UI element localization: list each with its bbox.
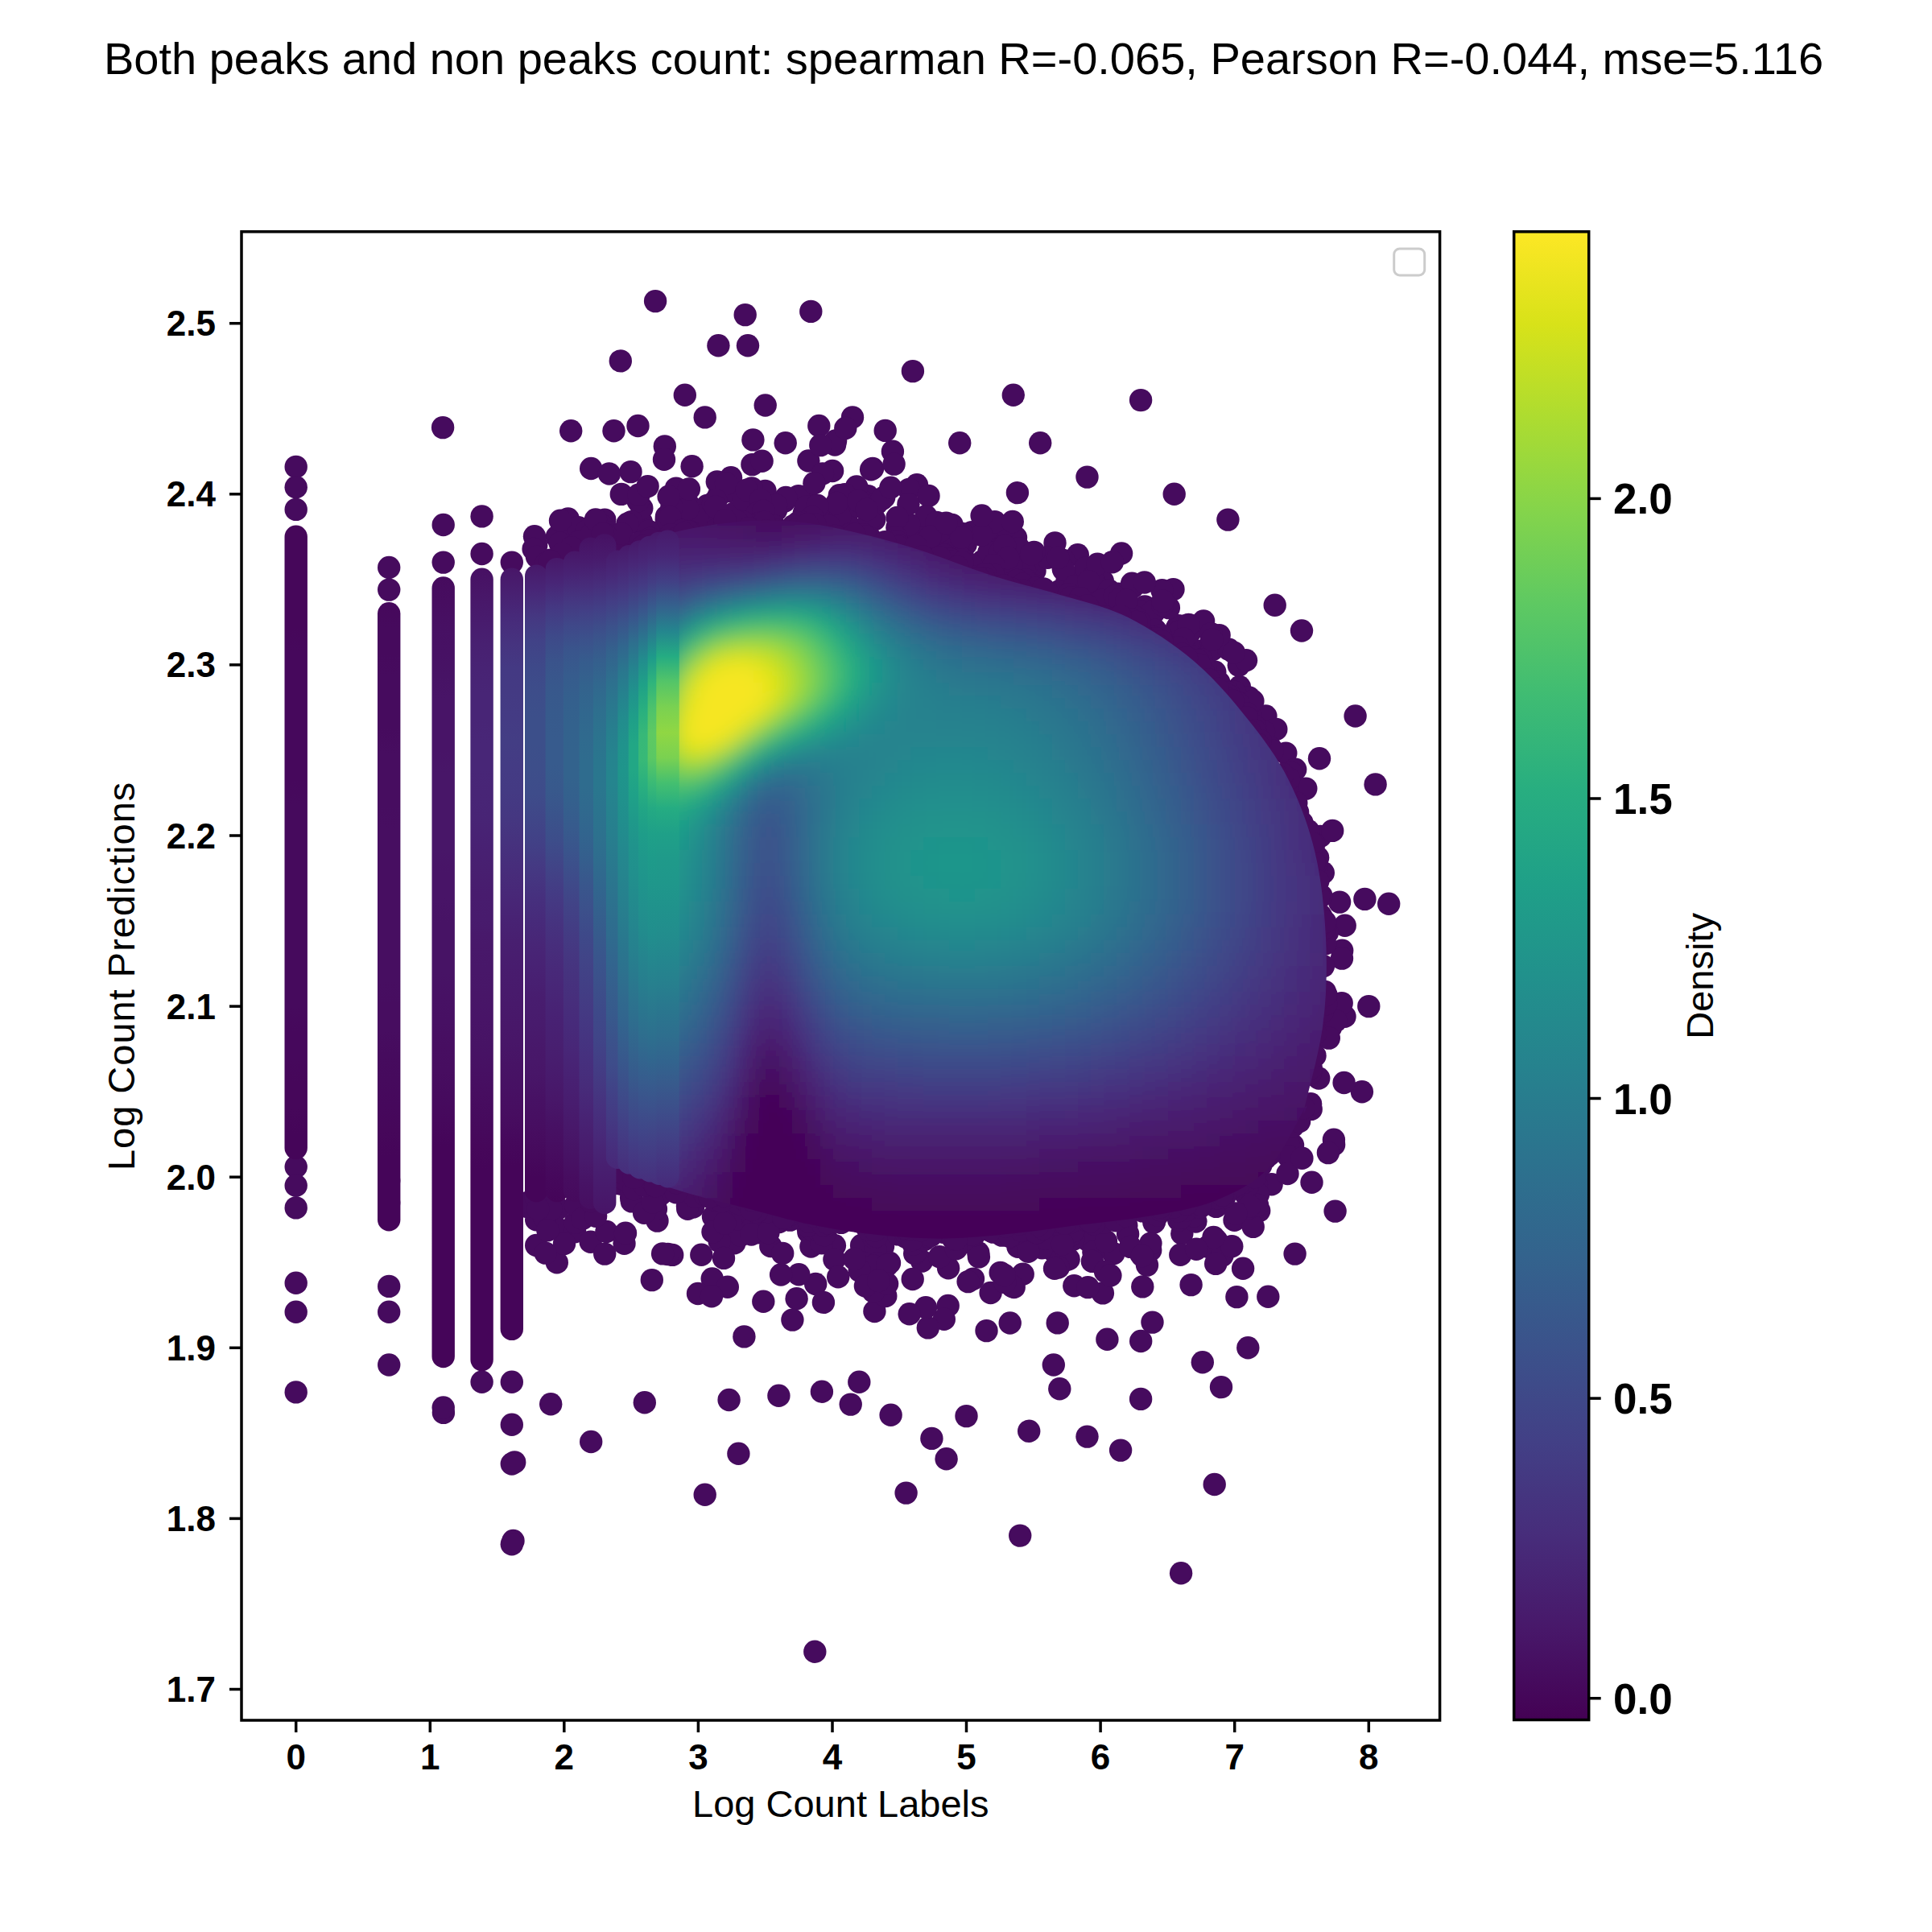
svg-text:1.8: 1.8 [167,1499,216,1538]
svg-text:0.5: 0.5 [1613,1375,1673,1422]
svg-text:2: 2 [555,1737,574,1777]
svg-text:3: 3 [688,1737,708,1777]
svg-text:2.3: 2.3 [167,645,216,684]
svg-text:Log Count Labels: Log Count Labels [692,1782,989,1825]
svg-text:1.5: 1.5 [1613,775,1673,823]
svg-text:0: 0 [286,1737,305,1777]
svg-text:Both peaks and non peaks count: Both peaks and non peaks count: spearman… [104,33,1823,84]
svg-text:Density: Density [1678,913,1721,1039]
svg-text:1: 1 [420,1737,440,1777]
svg-text:0.0: 0.0 [1613,1675,1673,1723]
svg-text:1.7: 1.7 [167,1670,216,1709]
svg-text:2.4: 2.4 [167,474,217,514]
svg-text:Log Count Predictions: Log Count Predictions [100,782,142,1170]
svg-text:8: 8 [1359,1737,1378,1777]
svg-text:1.9: 1.9 [167,1328,216,1368]
svg-text:4: 4 [823,1737,843,1777]
svg-text:2.1: 2.1 [167,987,216,1026]
svg-text:2.5: 2.5 [167,303,216,343]
svg-text:7: 7 [1224,1737,1244,1777]
svg-text:2.0: 2.0 [1613,475,1673,522]
svg-text:2.0: 2.0 [167,1158,216,1197]
svg-text:6: 6 [1091,1737,1110,1777]
svg-text:1.0: 1.0 [1613,1075,1673,1123]
svg-text:5: 5 [956,1737,976,1777]
svg-text:2.2: 2.2 [167,816,216,856]
